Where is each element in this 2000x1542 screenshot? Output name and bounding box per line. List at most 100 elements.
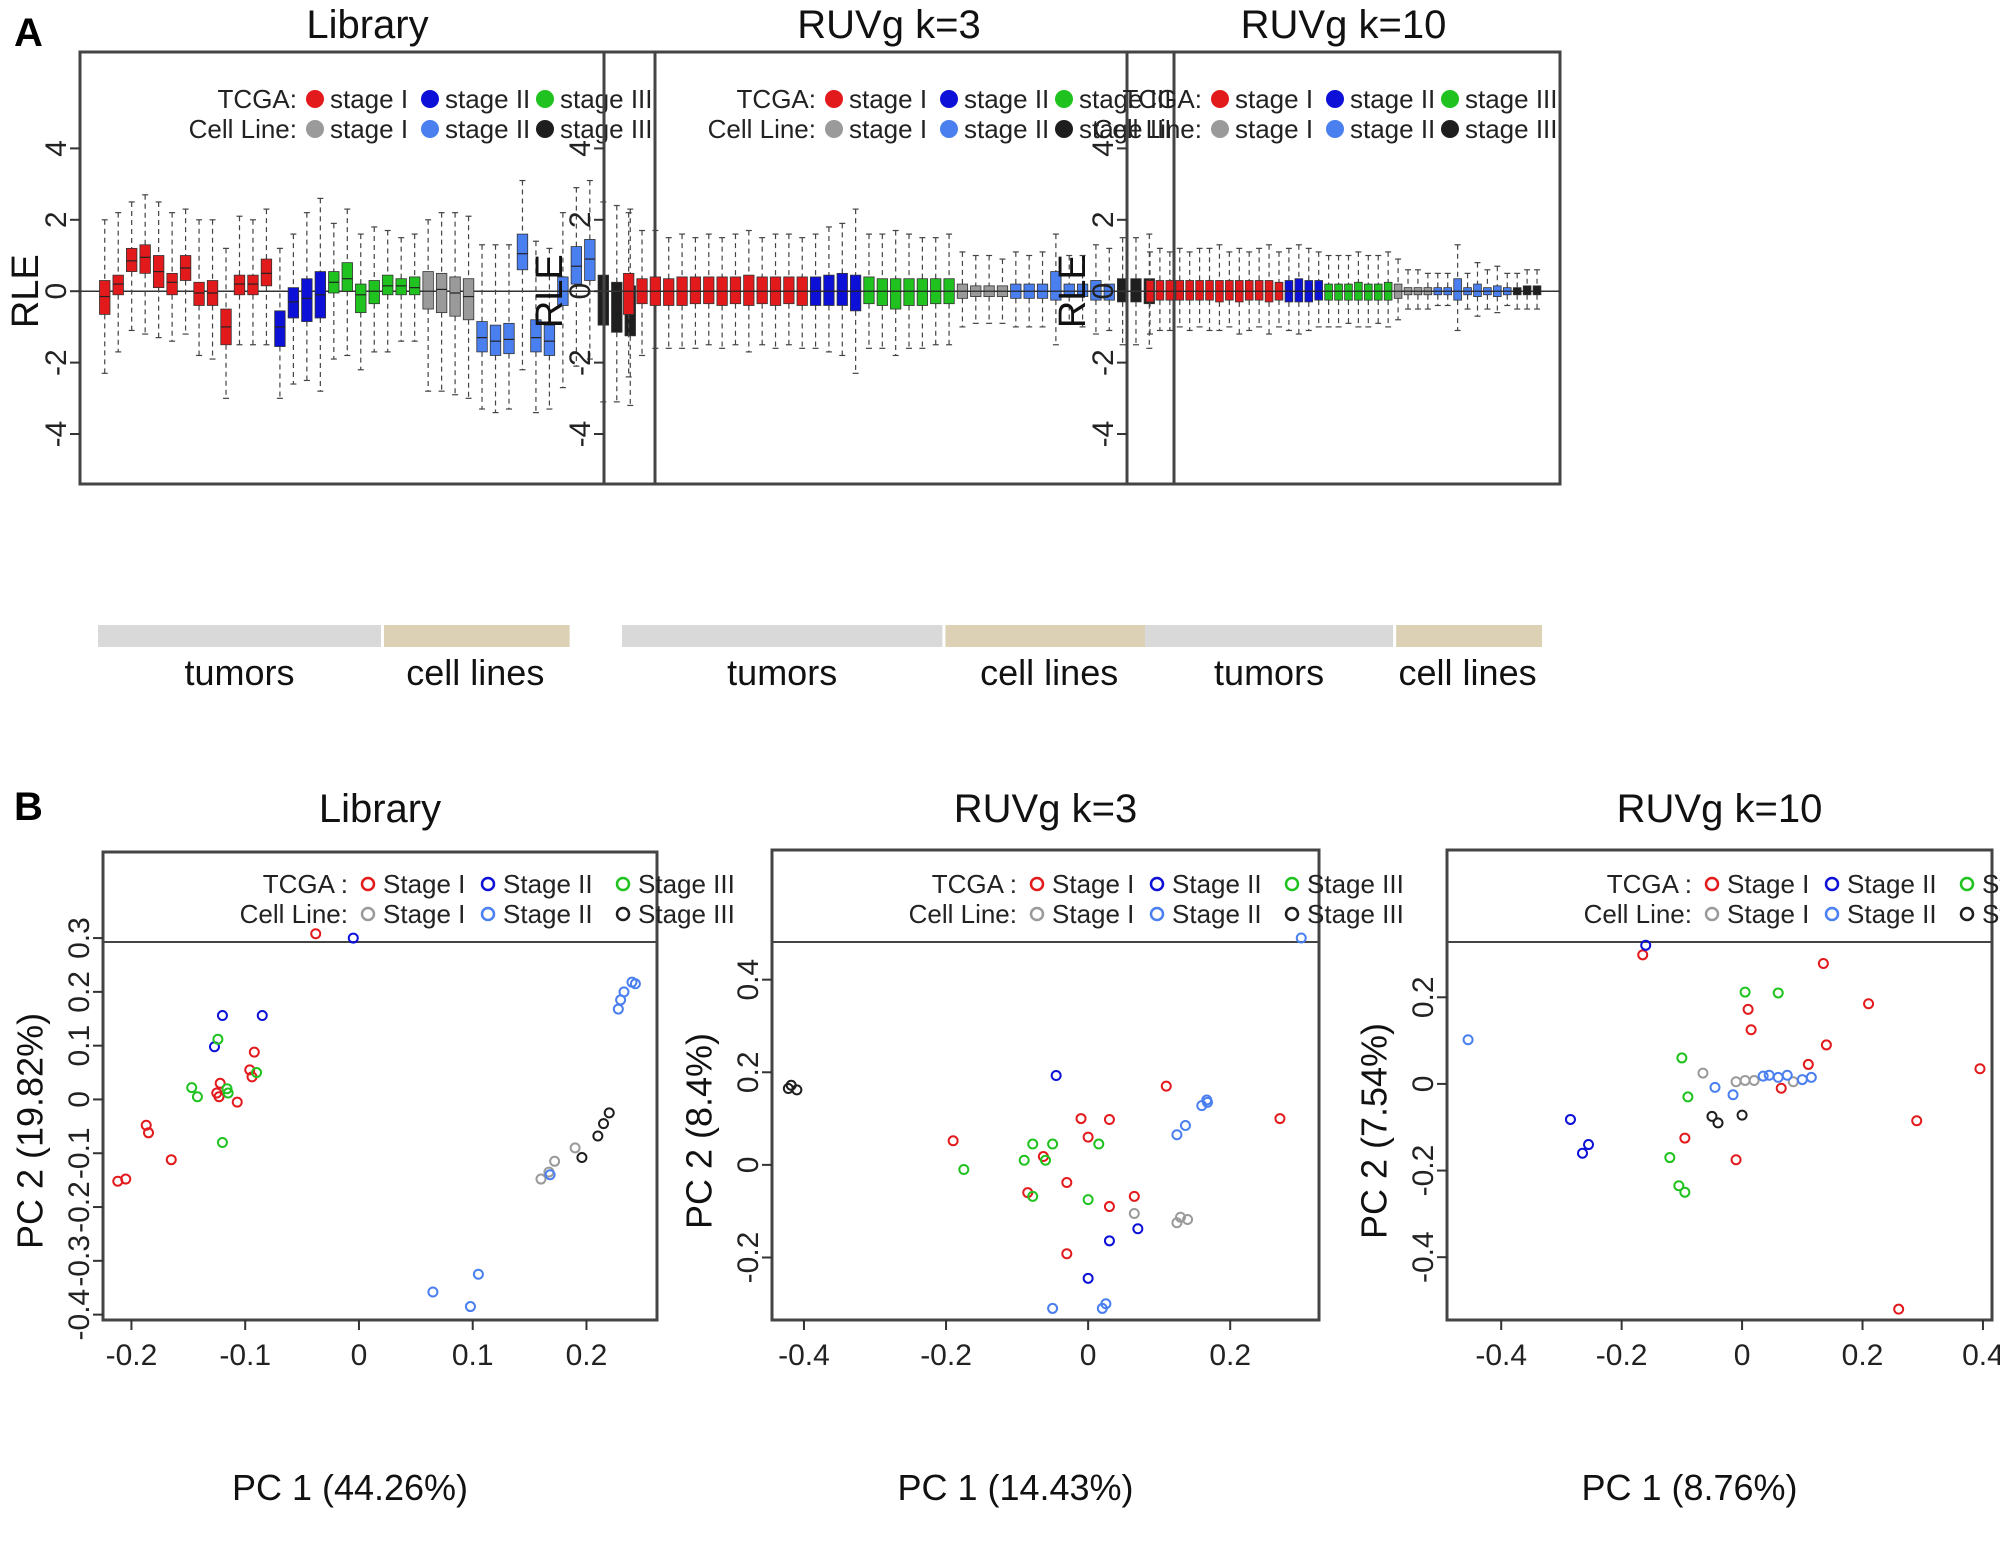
- chart-title: RUVg k=10: [1241, 3, 1447, 47]
- y-tick-label: 0: [40, 283, 73, 300]
- legend-marker: [1211, 90, 1229, 108]
- legend-marker: [1211, 120, 1229, 138]
- data-point: [1697, 1067, 1709, 1079]
- data-point: [612, 1003, 624, 1015]
- y-tick-label: 0: [732, 1157, 765, 1174]
- box: [1175, 247, 1185, 328]
- box-body: [863, 276, 875, 305]
- data-point: [216, 1010, 228, 1022]
- box: [1522, 269, 1532, 310]
- box: [1354, 251, 1363, 328]
- box: [1050, 233, 1062, 346]
- data-point: [1047, 1138, 1059, 1150]
- y-tick-label: 2: [40, 211, 73, 228]
- data-point: [347, 932, 359, 944]
- group-bar-label: cell lines: [406, 652, 544, 693]
- box-body: [916, 278, 928, 306]
- box: [1453, 244, 1462, 332]
- data-point: [1050, 1070, 1062, 1082]
- data-point: [1974, 1063, 1986, 1075]
- box-body: [783, 276, 795, 305]
- box-body: [409, 276, 421, 296]
- box-body: [99, 280, 111, 315]
- legend-row-label: Cell Line:: [240, 899, 348, 929]
- box-body: [530, 319, 542, 353]
- legend-label: Stage I: [1727, 869, 1809, 899]
- data-point: [576, 1152, 588, 1164]
- y-axis-label: RLE: [1052, 254, 1094, 328]
- box: [584, 179, 596, 360]
- y-tick-label: 0: [564, 283, 597, 300]
- box-body: [1130, 278, 1142, 303]
- y-tick-label: -2: [564, 349, 597, 376]
- box: [1254, 247, 1264, 328]
- x-tick-label: -0.2: [920, 1339, 972, 1372]
- box-body: [1473, 283, 1482, 297]
- legend-label: stage II: [1350, 84, 1435, 114]
- y-tick-label: 2: [1087, 211, 1120, 228]
- y-axis-label: RLE: [529, 254, 571, 328]
- y-tick-label: 0.4: [732, 959, 765, 1001]
- y-axis-label: PC 2 (8.4%): [679, 1033, 720, 1229]
- legend-label: stage I: [1235, 84, 1313, 114]
- legend-label: stage I: [849, 84, 927, 114]
- data-point: [1706, 1110, 1718, 1122]
- group-bar-label: tumors: [1214, 652, 1324, 693]
- x-axis-label: PC 1 (8.76%): [1581, 1467, 1797, 1508]
- data-point: [248, 1046, 260, 1058]
- data-point: [1820, 1039, 1832, 1051]
- pca-scatter-ruvg-k3: RUVg k=3 -0.4 -0.2 0 0.2 -0.2 0 0.2 0.4 PC 1 (14.…: [679, 787, 1404, 1508]
- box: [823, 226, 835, 353]
- box: [1165, 251, 1175, 332]
- y-tick-label: 0.2: [63, 971, 96, 1013]
- legend-label: Stage II: [1172, 869, 1262, 899]
- plot-frame: [1125, 50, 1562, 486]
- data-point: [1462, 1034, 1474, 1046]
- box-body: [611, 281, 623, 333]
- y-tick-label: -2: [40, 349, 73, 376]
- box: [1324, 254, 1333, 328]
- data-point: [791, 1084, 803, 1096]
- legend-marker: [1149, 906, 1165, 922]
- data-point: [1796, 1074, 1808, 1086]
- legend-label: stage III: [1465, 84, 1558, 114]
- box: [1090, 244, 1102, 335]
- y-tick-label: 0: [1087, 283, 1120, 300]
- box-body: [1453, 278, 1462, 301]
- box-body: [126, 247, 138, 272]
- box-body: [395, 278, 407, 296]
- box: [1274, 251, 1284, 328]
- data-point: [1775, 1082, 1787, 1094]
- box-body: [1185, 280, 1194, 301]
- box: [516, 179, 529, 371]
- box-body: [663, 278, 675, 306]
- plot-frame: [602, 50, 1176, 486]
- box: [1215, 244, 1224, 332]
- box: [1063, 254, 1075, 324]
- box: [1502, 272, 1512, 307]
- box-body: [503, 322, 515, 355]
- data-point: [231, 1096, 243, 1108]
- legend-marker: [360, 876, 376, 892]
- group-bar-0: [622, 625, 943, 647]
- box: [503, 244, 515, 410]
- legend-label: Stage III: [1307, 899, 1404, 929]
- box-body: [1364, 283, 1373, 301]
- box-body: [1103, 283, 1115, 301]
- y-axis-label: PC 2 (19.82%): [10, 1013, 51, 1249]
- legend-label: stage I: [1235, 114, 1313, 144]
- group-bar-label: tumors: [727, 652, 837, 693]
- box-body: [1076, 283, 1089, 297]
- box: [126, 201, 138, 332]
- x-tick-label: -0.2: [1596, 1339, 1648, 1372]
- box-body: [516, 233, 529, 271]
- data-point: [1160, 1080, 1172, 1092]
- legend-marker: [940, 120, 958, 138]
- box-body: [274, 310, 286, 347]
- box: [1010, 251, 1022, 328]
- box-body: [382, 274, 394, 296]
- box-body: [850, 274, 862, 312]
- y-tick-label: 0.2: [1407, 976, 1440, 1018]
- group-bar-label: tumors: [184, 652, 294, 693]
- box: [983, 254, 995, 324]
